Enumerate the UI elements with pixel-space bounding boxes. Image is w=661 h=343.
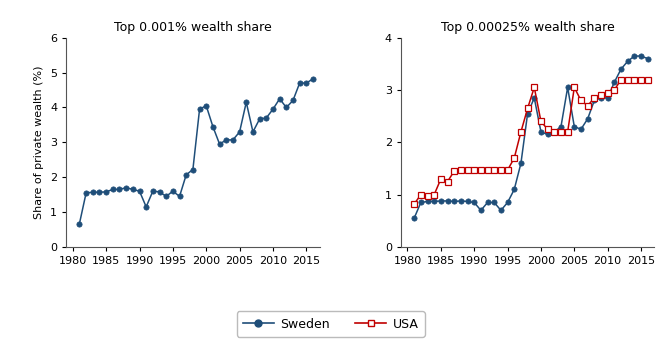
Title: Top 0.001% wealth share: Top 0.001% wealth share [114,21,272,34]
Legend: Sweden, USA: Sweden, USA [237,311,424,337]
Y-axis label: Share of private wealth (%): Share of private wealth (%) [34,66,44,219]
Title: Top 0.00025% wealth share: Top 0.00025% wealth share [441,21,615,34]
